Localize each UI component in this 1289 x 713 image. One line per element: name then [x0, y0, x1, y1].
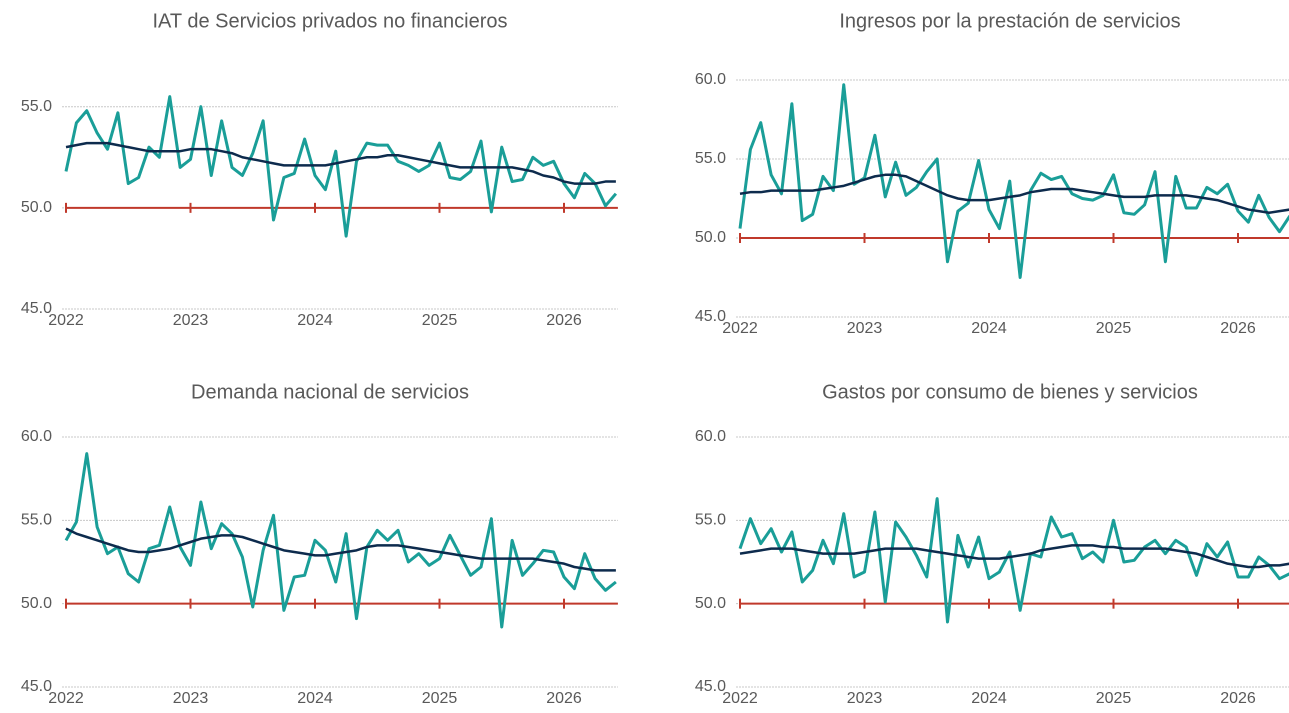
data-line	[64, 95, 618, 238]
x-tick-label: 2025	[1096, 320, 1132, 337]
x-tick-label: 2025	[422, 312, 458, 329]
y-tick-label: 45.0	[695, 308, 726, 325]
chart-title: Gastos por consumo de bienes y servicios	[822, 381, 1198, 403]
x-tick-label: 2024	[971, 320, 1007, 337]
data-line	[738, 83, 1289, 279]
x-tick-label: 2026	[1220, 690, 1256, 707]
y-tick-label: 60.0	[695, 428, 726, 445]
y-tick-label: 55.0	[695, 150, 726, 167]
x-tick-label: 2023	[173, 312, 209, 329]
y-tick-label: 50.0	[695, 229, 726, 246]
trend-line	[65, 527, 616, 572]
trend-line	[739, 173, 1289, 214]
x-tick-label: 2026	[546, 690, 582, 707]
y-tick-label: 45.0	[695, 678, 726, 695]
chart-panel: Ingresos por la prestación de servicios 4…	[695, 10, 1289, 337]
chart-title: IAT de Servicios privados no financieros	[153, 10, 508, 32]
y-tick-label: 50.0	[695, 595, 726, 612]
x-tick-label: 2024	[297, 312, 333, 329]
x-tick-label: 2023	[847, 320, 883, 337]
x-tick-label: 2023	[847, 690, 883, 707]
x-tick-label: 2022	[722, 320, 758, 337]
x-tick-label: 2024	[971, 690, 1007, 707]
chart-panel: IAT de Servicios privados no financieros…	[21, 10, 618, 329]
x-tick-label: 2025	[1096, 690, 1132, 707]
x-tick-label: 2024	[297, 690, 333, 707]
y-tick-label: 55.0	[21, 512, 52, 529]
data-line	[64, 452, 617, 629]
y-tick-label: 60.0	[21, 428, 52, 445]
chart-panel: Demanda nacional de servicios 45.0 50.0 55.…	[21, 381, 618, 707]
x-tick-label: 2025	[422, 690, 458, 707]
y-tick-label: 60.0	[695, 71, 726, 88]
chart-panel: Gastos por consumo de bienes y servicios…	[695, 381, 1289, 707]
x-tick-label: 2026	[1220, 320, 1256, 337]
x-tick-label: 2026	[546, 312, 582, 329]
x-tick-label: 2022	[722, 690, 758, 707]
x-tick-label: 2022	[48, 690, 84, 707]
y-tick-label: 55.0	[695, 512, 726, 529]
x-tick-label: 2023	[173, 690, 209, 707]
y-tick-label: 45.0	[21, 678, 52, 695]
y-tick-label: 55.0	[21, 98, 52, 115]
x-tick-label: 2022	[48, 312, 84, 329]
chart-title: Ingresos por la prestación de servicios	[839, 10, 1180, 32]
y-tick-label: 45.0	[21, 300, 52, 317]
y-tick-label: 50.0	[21, 199, 52, 216]
data-line	[738, 497, 1289, 624]
trend-line	[739, 544, 1289, 569]
y-tick-label: 50.0	[21, 595, 52, 612]
chart-title: Demanda nacional de servicios	[191, 381, 469, 403]
trend-line	[65, 141, 616, 185]
